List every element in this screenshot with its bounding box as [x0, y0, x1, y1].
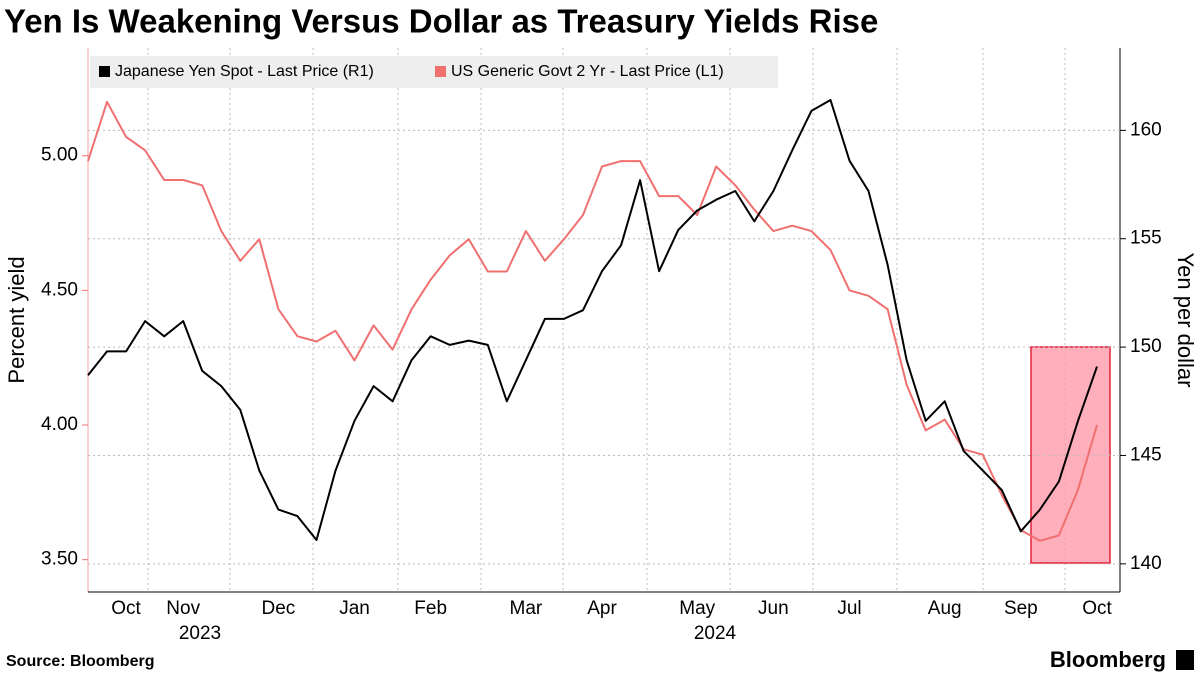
- brand-icon: [1176, 650, 1194, 670]
- y2-tick-label: 150: [1130, 336, 1162, 357]
- legend-label: US Generic Govt 2 Yr - Last Price (L1): [451, 63, 724, 80]
- y2-axis-label: Yen per dollar: [1173, 253, 1198, 388]
- x-tick-label: Jun: [758, 598, 789, 619]
- legend-swatch: [99, 66, 110, 77]
- x-tick-label: Aug: [928, 598, 962, 619]
- y-tick-label: 5.00: [41, 145, 78, 166]
- y2-tick-label: 155: [1130, 228, 1162, 249]
- y-tick-label: 4.00: [41, 414, 78, 435]
- line-series: [87, 100, 1098, 542]
- year-label: 2023: [179, 623, 221, 644]
- y2-tick-label: 140: [1130, 553, 1162, 574]
- legend-swatch: [435, 66, 446, 77]
- chart-title: Yen Is Weakening Versus Dollar as Treasu…: [4, 3, 878, 40]
- legend-box: [90, 56, 778, 88]
- source: Source: Bloomberg: [6, 653, 154, 670]
- y-tick-label: 4.50: [41, 279, 78, 300]
- line-series: [87, 99, 1098, 541]
- legend-label: Japanese Yen Spot - Last Price (R1): [115, 63, 374, 80]
- month-grid: [147, 48, 1066, 592]
- x-tick-label: Jul: [837, 598, 861, 619]
- x-tick-label: Dec: [261, 598, 295, 619]
- y-axis-label: Percent yield: [4, 256, 29, 383]
- x-tick-label: Nov: [166, 598, 200, 619]
- x-tick-label: Oct: [111, 598, 141, 619]
- brand: Bloomberg: [1050, 647, 1166, 672]
- x-tick-label: Feb: [414, 598, 447, 619]
- x-tick-label: Jan: [339, 598, 370, 619]
- x-tick-label: Sep: [1004, 598, 1038, 619]
- x-tick-label: Mar: [510, 598, 543, 619]
- x-tick-label: May: [679, 598, 715, 619]
- y2-tick-label: 145: [1130, 444, 1162, 465]
- x-tick-label: Apr: [587, 598, 617, 619]
- y-tick-label: 3.50: [41, 549, 78, 570]
- x-tick-label: Oct: [1082, 598, 1112, 619]
- y2-tick-label: 160: [1130, 119, 1162, 140]
- year-label: 2024: [694, 623, 737, 644]
